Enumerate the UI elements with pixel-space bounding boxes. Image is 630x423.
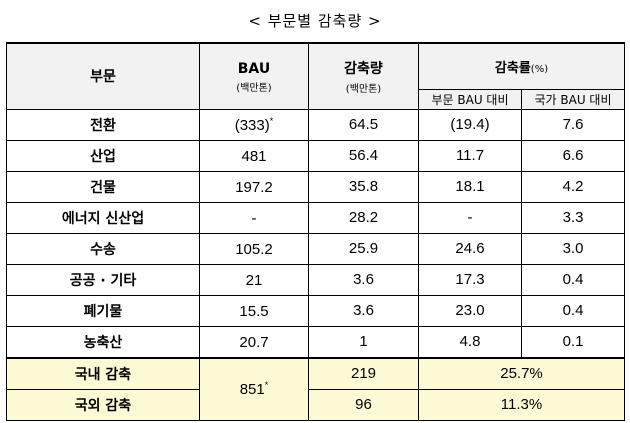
header-bau-unit: (백만톤) [236, 83, 272, 95]
sector-cell: 폐기물 [6, 294, 200, 327]
sector-cell: 산업 [6, 139, 200, 172]
rate-sector-cell: 24.6 [418, 232, 522, 265]
bau-cell: 481 [199, 139, 309, 172]
header-bau: BAU (백만톤) [199, 42, 309, 110]
rate-national-cell: 3.0 [520, 232, 626, 265]
sector-cell: 공공 · 기타 [6, 263, 200, 296]
sector-cell: 수송 [6, 232, 200, 265]
table-row: 폐기물 15.5 3.6 23.0 0.4 [6, 294, 626, 327]
reduction-cell: 3.6 [308, 294, 419, 327]
table-row: 산업 481 56.4 11.7 6.6 [6, 139, 626, 172]
reduction-cell: 1 [308, 325, 419, 358]
rate-national-cell: 6.6 [520, 139, 626, 172]
bau-cell: - [199, 201, 309, 234]
rate-national-cell: 7.6 [520, 108, 626, 141]
rate-national-cell: 0.4 [520, 263, 626, 296]
rate-sector-cell: 23.0 [418, 294, 522, 327]
rate-sector-cell: (19.4) [418, 108, 522, 141]
table-row: 농축산 20.7 1 4.8 0.1 [6, 325, 626, 358]
table-row: 전환 (333)* 64.5 (19.4) 7.6 [6, 108, 626, 141]
sector-cell: 농축산 [6, 325, 200, 358]
reduction-cell: 64.5 [308, 108, 419, 141]
header-sector: 부문 [6, 42, 200, 110]
table-row: 수송 105.2 25.9 24.6 3.0 [6, 232, 626, 265]
header-rate-vs-sector: 부문 BAU 대비 [418, 88, 522, 110]
reduction-cell: 56.4 [308, 139, 419, 172]
domestic-rate: 25.7% [417, 357, 626, 390]
total-row-overseas: 국외 감축 96 11.3% [6, 388, 626, 421]
rate-sector-cell: 4.8 [418, 325, 522, 358]
sector-cell: 전환 [6, 108, 200, 141]
reduction-cell: 35.8 [308, 170, 419, 203]
overseas-reduction: 96 [308, 388, 419, 421]
rate-sector-cell: 18.1 [418, 170, 522, 203]
overseas-label: 국외 감축 [6, 388, 200, 421]
header-reduction-unit: (백만톤) [345, 83, 382, 95]
rate-sector-cell: - [418, 201, 522, 234]
reduction-cell: 3.6 [308, 263, 419, 296]
table-row: 공공 · 기타 21 3.6 17.3 0.4 [6, 263, 626, 296]
rate-sector-cell: 17.3 [418, 263, 522, 296]
rate-sector-cell: 11.7 [418, 139, 522, 172]
table-row: 건물 197.2 35.8 18.1 4.2 [6, 170, 626, 203]
rate-national-cell: 0.4 [520, 294, 626, 327]
header-rate: 감축률(%) [417, 42, 626, 90]
reduction-cell: 25.9 [308, 232, 419, 265]
bau-cell: 105.2 [199, 232, 309, 265]
header-reduction: 감축량 (백만톤) [308, 42, 419, 110]
header-rate-vs-national: 국가 BAU 대비 [520, 88, 626, 110]
bau-cell: 21 [199, 263, 309, 296]
bau-cell: 20.7 [199, 325, 309, 358]
header-rate-unit: (%) [530, 63, 549, 75]
domestic-label: 국내 감축 [6, 357, 200, 390]
bau-cell: 197.2 [199, 170, 309, 203]
sector-cell: 에너지 신산업 [6, 201, 200, 234]
bau-cell: 15.5 [199, 294, 309, 327]
reduction-table: 부문 BAU (백만톤) 감축량 (백만톤) 감축률(%) 부문 BAU 대비 … [6, 42, 626, 421]
overseas-rate: 11.3% [417, 388, 626, 421]
table-body: 전환 (333)* 64.5 (19.4) 7.6 산업 481 56.4 11… [6, 108, 626, 421]
table-row: 에너지 신산업 - 28.2 - 3.3 [6, 201, 626, 234]
rate-national-cell: 3.3 [520, 201, 626, 234]
total-row-domestic: 국내 감축 851* 219 25.7% [6, 357, 626, 421]
table-title: < 부문별 감축량 > [248, 12, 382, 30]
domestic-reduction: 219 [308, 357, 419, 390]
reduction-cell: 28.2 [308, 201, 419, 234]
bau-cell: (333)* [199, 108, 309, 141]
sector-cell: 건물 [6, 170, 200, 203]
rate-national-cell: 0.1 [520, 325, 626, 358]
rate-national-cell: 4.2 [520, 170, 626, 203]
total-bau-cell: 851* [199, 357, 309, 421]
